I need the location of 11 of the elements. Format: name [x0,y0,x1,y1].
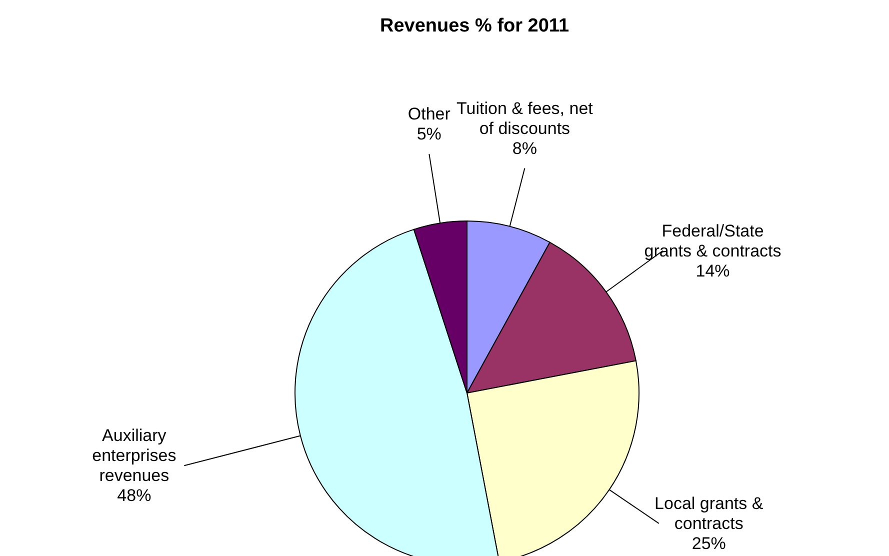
chart-title: Revenues % for 2011 [380,16,570,36]
slice-label: Other [408,104,451,124]
data-label: 5% [416,124,442,144]
data-label: 48% [117,486,152,506]
slice-label: Tuition & fees, net of discounts [456,98,594,138]
data-label: 25% [692,534,726,553]
data-label: 8% [512,138,537,158]
slice-label: Federal/State grants & contracts [644,221,782,260]
slice-label: Auxiliary enterprises revenues [92,426,176,486]
data-label: 14% [696,261,730,280]
slice-label: Local grants & contracts [654,494,764,533]
